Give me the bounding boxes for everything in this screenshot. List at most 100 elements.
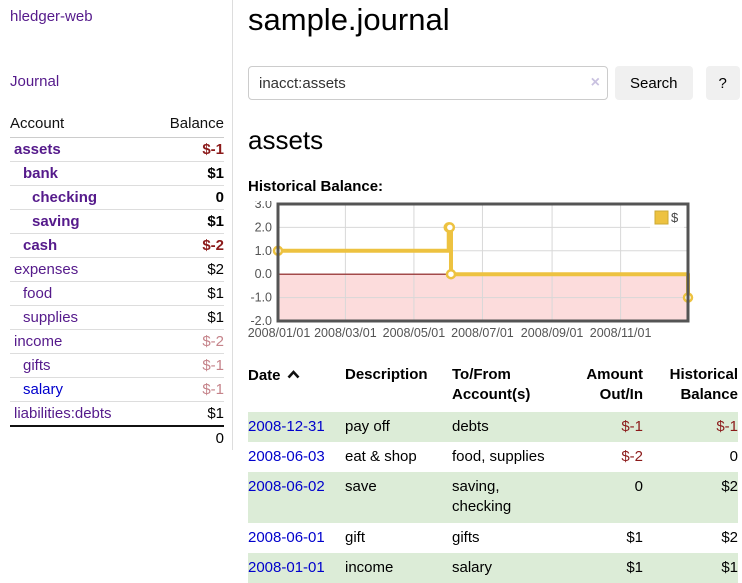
transaction-description: income <box>345 558 394 576</box>
account-balance: $1 <box>149 401 224 427</box>
account-balance: $1 <box>149 209 224 234</box>
svg-text:2.0: 2.0 <box>255 220 272 234</box>
accounts-table: Account Balance assets $-1 bank $1 checking 0… <box>10 112 224 450</box>
search-help-button[interactable]: ? <box>705 66 740 100</box>
account-row: expenses $2 <box>10 257 224 282</box>
transaction-amount: $1 <box>626 558 643 576</box>
sidebar-item-journal[interactable]: Journal <box>10 73 60 90</box>
account-row: liabilities:debts $1 <box>10 401 224 427</box>
transaction-accounts: saving, checking <box>452 478 512 516</box>
account-row: saving $1 <box>10 209 224 234</box>
account-heading: assets <box>248 125 324 155</box>
transaction-balance: $2 <box>721 528 738 546</box>
account-link[interactable]: gifts <box>23 357 51 374</box>
transaction-amount: $-1 <box>621 417 643 435</box>
account-link[interactable]: assets <box>14 141 61 158</box>
svg-text:$: $ <box>671 210 679 225</box>
account-balance: $-1 <box>149 353 224 378</box>
transaction-accounts: debts <box>452 417 489 435</box>
txn-header-balance: Historical Balance <box>669 366 738 404</box>
account-balance: $-1 <box>149 137 224 162</box>
transaction-balance: 0 <box>729 447 738 465</box>
account-link[interactable]: salary <box>23 381 64 398</box>
svg-text:-1.0: -1.0 <box>250 291 272 305</box>
account-row: cash $-2 <box>10 233 224 258</box>
transaction-date-link[interactable]: 2008-06-02 <box>248 478 325 495</box>
txn-header-amount: Amount Out/In <box>586 366 643 404</box>
transactions-table: Date Description To/From Account(s) Amou… <box>248 363 738 583</box>
account-link[interactable]: expenses <box>14 261 79 278</box>
svg-text:2008/01/01: 2008/01/01 <box>248 326 310 340</box>
svg-text:1.0: 1.0 <box>255 244 272 258</box>
account-link[interactable]: liabilities:debts <box>14 405 112 422</box>
main-content: sample.journal × Search ? assets Histori… <box>248 0 740 583</box>
txn-header-accounts: To/From Account(s) <box>452 366 531 404</box>
search-button[interactable]: Search <box>615 66 693 100</box>
account-balance: $2 <box>149 257 224 282</box>
transaction-row[interactable]: 2008-06-02 save saving, checking 0 $2 <box>248 472 738 523</box>
svg-text:0.0: 0.0 <box>255 267 272 281</box>
account-balance: $1 <box>149 161 224 186</box>
account-link[interactable]: saving <box>32 213 80 230</box>
sort-chevron-up-icon <box>287 365 300 385</box>
transaction-date-link[interactable]: 2008-06-03 <box>248 447 325 465</box>
svg-text:2008/09/01: 2008/09/01 <box>521 326 584 340</box>
accounts-header-account: Account <box>10 112 150 138</box>
transaction-description: pay off <box>345 417 390 435</box>
accounts-header-balance: Balance <box>149 112 224 138</box>
account-row: supplies $1 <box>10 305 224 330</box>
svg-text:2008/11/01: 2008/11/01 <box>590 326 652 340</box>
txn-header-description: Description <box>345 366 428 383</box>
transaction-amount: $1 <box>626 528 643 546</box>
svg-text:-2.0: -2.0 <box>250 314 272 328</box>
account-row: income $-2 <box>10 329 224 354</box>
transaction-date-link[interactable]: 2008-12-31 <box>248 417 325 435</box>
transaction-row[interactable]: 2008-12-31 pay off debts $-1 $-1 <box>248 411 738 442</box>
account-row: gifts $-1 <box>10 353 224 378</box>
transaction-description: save <box>345 478 377 495</box>
transaction-row[interactable]: 2008-06-03 eat & shop food, supplies $-2 0 <box>248 442 738 472</box>
transaction-row[interactable]: 2008-01-01 income salary $1 $1 <box>248 552 738 583</box>
account-row: salary $-1 <box>10 377 224 402</box>
svg-text:2008/03/01: 2008/03/01 <box>314 326 377 340</box>
transaction-amount: 0 <box>634 478 643 495</box>
account-link[interactable]: income <box>14 333 63 350</box>
account-row: food $1 <box>10 281 224 306</box>
account-balance: $-1 <box>149 377 224 402</box>
search-input[interactable] <box>248 66 608 100</box>
transaction-accounts: food, supplies <box>452 447 545 465</box>
account-link[interactable]: food <box>23 285 53 302</box>
accounts-total: 0 <box>149 425 224 450</box>
account-row: checking 0 <box>10 185 224 210</box>
page-title: sample.journal <box>248 2 450 37</box>
account-link[interactable]: cash <box>23 237 58 254</box>
chart-title: Historical Balance: <box>248 178 384 195</box>
transaction-row[interactable]: 2008-06-01 gift gifts $1 $2 <box>248 523 738 553</box>
account-link[interactable]: checking <box>32 189 98 206</box>
account-link[interactable]: bank <box>23 165 59 182</box>
transaction-accounts: salary <box>452 558 493 576</box>
sidebar: hledger-web Journal Account Balance asse… <box>0 0 233 450</box>
svg-text:3.0: 3.0 <box>255 201 272 211</box>
transaction-balance: $2 <box>721 478 738 495</box>
transaction-description: gift <box>345 528 366 546</box>
svg-text:2008/07/01: 2008/07/01 <box>451 326 514 340</box>
clear-search-icon[interactable]: × <box>590 74 600 91</box>
transaction-date-link[interactable]: 2008-06-01 <box>248 528 325 546</box>
transaction-accounts: gifts <box>452 528 480 546</box>
historical-balance-chart[interactable]: $ -2.0 -1.0 0.0 1.0 2.0 3.0 2008/01/01 2008/03/0… <box>248 197 740 346</box>
transaction-balance: $-1 <box>716 417 738 435</box>
account-balance: $-2 <box>149 233 224 258</box>
transaction-amount: $-2 <box>621 447 643 465</box>
accounts-total-row: 0 <box>10 425 224 450</box>
account-row: bank $1 <box>10 161 224 186</box>
account-balance: $1 <box>149 281 224 306</box>
account-link[interactable]: supplies <box>23 309 79 326</box>
account-balance: 0 <box>149 185 224 210</box>
account-row: assets $-1 <box>10 137 224 162</box>
account-balance: $1 <box>149 305 224 330</box>
transaction-date-link[interactable]: 2008-01-01 <box>248 558 325 576</box>
app-title-link[interactable]: hledger-web <box>10 8 93 25</box>
txn-header-date[interactable]: Date <box>248 363 345 412</box>
account-balance: $-2 <box>149 329 224 354</box>
